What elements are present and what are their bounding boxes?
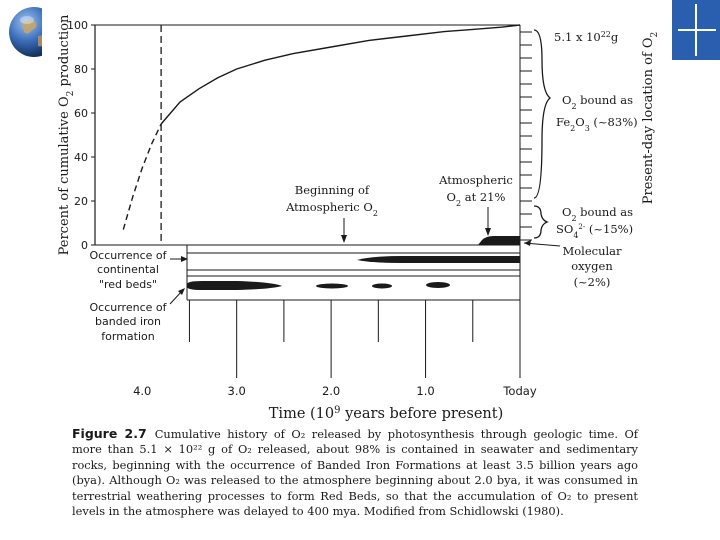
- annotation-total: 5.1 x 1022g: [554, 30, 619, 45]
- bif-band-small-3: [426, 282, 450, 288]
- figure-label: Figure 2.7: [72, 426, 147, 441]
- brace-fe2o3: [533, 29, 552, 199]
- y-tick-label: 60: [74, 107, 88, 120]
- figure-caption: Figure 2.7 Cumulative history of O₂ relea…: [72, 426, 638, 519]
- timeline-ticks: [188, 300, 521, 378]
- annotation-so4-line1: O2 bound as: [562, 205, 633, 223]
- x-tick-label: Today: [502, 384, 536, 398]
- annotation-so4-line2: SO42- (~15%): [556, 222, 633, 240]
- o2-curve-solid: [160, 24, 521, 125]
- o2-history-chart: 0 20 40 60 80 100 Percent of cumulative O2 pr…: [57, 14, 660, 423]
- y-tick-label: 80: [74, 63, 88, 76]
- label-red-beds-line3: "red beds": [99, 278, 157, 291]
- annotation-atmos-line2: O2 at 21%: [447, 190, 506, 208]
- y-tick-label: 0: [81, 239, 88, 252]
- right-tick-column: [520, 31, 532, 241]
- annotation-fe-line2: Fe2O3 (~83%): [556, 115, 638, 133]
- textbook-figure: 0 20 40 60 80 100 Percent of cumulative O2 pr…: [42, 0, 660, 540]
- label-bif-line2: banded iron: [95, 315, 161, 328]
- annotation-beginning-line2: Atmospheric O2: [285, 200, 378, 218]
- arrow-bif: [169, 290, 183, 305]
- label-red-beds-line1: Occurrence of: [90, 249, 168, 262]
- x-tick-label: 1.0: [416, 384, 434, 398]
- caption-text: Cumulative history of O₂ released by pho…: [72, 427, 638, 519]
- annotation-molecular: Molecular: [562, 244, 622, 258]
- bif-band-main: [187, 281, 282, 290]
- annotation-mol-pct: (~2%): [574, 275, 611, 289]
- y-tick-label: 40: [74, 151, 88, 164]
- label-bif-line1: Occurrence of: [90, 301, 168, 314]
- label-bif-line3: formation: [101, 330, 154, 343]
- annotation-fe-line1: O2 bound as: [562, 93, 633, 111]
- annotation-oxygen: oxygen: [571, 259, 613, 273]
- corner-accent: [672, 0, 720, 60]
- label-red-beds-line2: continental: [97, 263, 159, 276]
- x-tick-label: 2.0: [322, 384, 340, 398]
- y-tick-label: 100: [67, 19, 88, 32]
- annotation-atmos-line1: Atmospheric: [438, 173, 513, 187]
- y-axis-ticks: 0 20 40 60 80 100: [67, 19, 95, 252]
- o2-curve-dashed: [122, 123, 162, 230]
- bif-band-small-2: [372, 283, 392, 289]
- bif-band-small-1: [316, 283, 348, 289]
- x-tick-label: 4.0: [133, 384, 151, 398]
- x-axis-title: Time (109 years before present): [269, 405, 503, 423]
- y-axis-title: Percent of cumulative O2 production: [57, 14, 76, 255]
- atmospheric-o2-band: [478, 236, 520, 245]
- red-beds-band: [357, 256, 520, 263]
- annotation-beginning-line1: Beginning of: [295, 183, 370, 197]
- right-axis-title: Present-day location of O2: [641, 32, 660, 204]
- y-tick-label: 20: [74, 195, 88, 208]
- x-tick-label: 3.0: [228, 384, 246, 398]
- side-panel: [660, 60, 720, 540]
- x-axis-tick-labels: 4.0 3.0 2.0 1.0 Today: [133, 384, 537, 398]
- brace-so4: [533, 205, 549, 239]
